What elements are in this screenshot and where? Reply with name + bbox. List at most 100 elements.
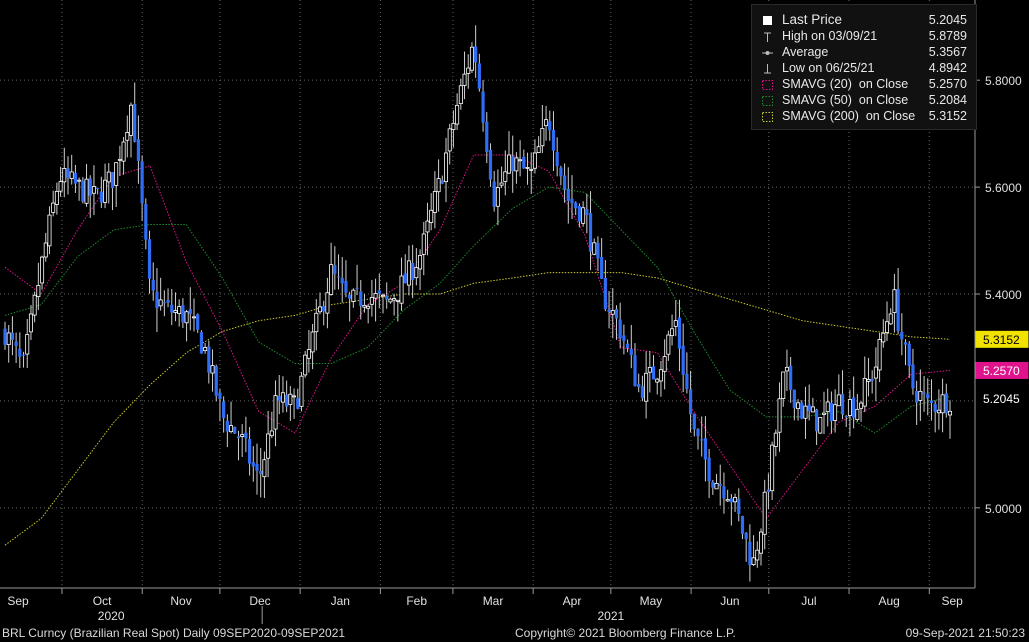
candle-body: [432, 191, 437, 213]
candle-body: [158, 299, 163, 307]
candle-body: [388, 298, 393, 303]
candle-body: [173, 310, 178, 313]
candle-body: [314, 312, 319, 333]
candle-body: [462, 73, 467, 86]
legend-value: 5.2084: [928, 93, 967, 107]
axis-marker-label: 5.2045: [983, 392, 1020, 406]
candle-body: [196, 314, 200, 330]
candle-body: [907, 343, 911, 367]
candle-body: [247, 439, 252, 464]
candle-body: [125, 131, 130, 141]
candle-body: [170, 304, 174, 313]
candle-body: [458, 85, 463, 105]
candle-body: [514, 157, 519, 172]
candle-body: [28, 313, 33, 333]
candle-body: [162, 302, 166, 304]
candle-body: [529, 169, 534, 171]
candle-body: [299, 375, 304, 407]
candle-body: [451, 122, 456, 130]
candle-body: [340, 277, 344, 284]
candle-body: [929, 400, 934, 404]
candle-body: [421, 233, 426, 255]
candle-body: [800, 402, 804, 419]
candle-body: [629, 348, 633, 356]
candle-body: [933, 403, 937, 412]
candle-body: [359, 291, 363, 307]
candle-body: [637, 384, 641, 388]
candle-body: [455, 104, 460, 125]
x-tick-label: Nov: [170, 594, 191, 608]
legend-value: 5.2045: [928, 13, 967, 27]
candle-body: [43, 242, 48, 258]
candle-body: [789, 365, 793, 390]
candle-body: [377, 290, 381, 294]
candle-body: [392, 298, 397, 301]
candle-body: [21, 354, 26, 356]
candle-body: [655, 378, 660, 383]
y-tick-label: 5.4000: [985, 288, 1022, 302]
candle-body: [51, 202, 56, 213]
candle-body: [651, 366, 656, 380]
candle-body: [737, 498, 741, 514]
candle-body: [600, 257, 604, 279]
x-tick-label: Apr: [563, 594, 582, 608]
candle-body: [915, 390, 919, 403]
x-tick-label: Dec: [249, 594, 270, 608]
candle-body: [722, 486, 726, 499]
candle-body: [81, 180, 85, 202]
candle-body: [662, 356, 667, 372]
legend-label: High on 03/09/21: [782, 29, 878, 43]
candle-body: [266, 433, 271, 459]
candle-body: [544, 119, 549, 127]
candle-body: [255, 464, 259, 471]
candle-body: [10, 332, 15, 340]
candle-body: [592, 242, 597, 255]
candle-body: [306, 349, 311, 359]
candle-body: [577, 206, 582, 222]
legend-entry-low: Low on 06/25/21 4.8942: [752, 61, 976, 77]
candle-body: [548, 121, 552, 131]
candle-body: [369, 297, 374, 305]
candle-body: [540, 128, 545, 147]
candle-body: [881, 332, 886, 343]
candle-body: [184, 311, 189, 324]
candle-body: [366, 305, 371, 309]
axis-marker-label: 5.2570: [983, 364, 1020, 378]
x-tick-label: Jun: [720, 594, 739, 608]
x-tick-label: Sep: [941, 594, 963, 608]
candle-body: [251, 462, 255, 467]
candle-body: [559, 167, 563, 177]
candle-body: [744, 532, 748, 540]
candle-body: [395, 299, 400, 302]
legend-label: Average: [782, 45, 829, 59]
candle-body: [429, 209, 434, 223]
candle-body: [829, 402, 834, 422]
candle-body: [707, 457, 711, 482]
axis-marker-box: [975, 330, 1029, 348]
candle-body: [936, 409, 941, 414]
candle-body: [555, 152, 559, 167]
candle-body: [66, 168, 70, 178]
legend-value: 5.3567: [928, 45, 967, 59]
candle-body: [32, 294, 37, 316]
candle-body: [6, 332, 11, 345]
candle-body: [474, 46, 478, 63]
candle-body: [303, 354, 308, 376]
dotted-box-icon: [762, 112, 773, 122]
candle-body: [36, 285, 41, 297]
x-tick-label: Aug: [878, 594, 899, 608]
candle-body: [88, 178, 92, 196]
candle-body: [54, 190, 59, 205]
candle-body: [181, 305, 185, 323]
axis-marker-label: 5.3152: [983, 333, 1020, 347]
dotted-box-icon: [762, 96, 773, 106]
candle-body: [922, 392, 926, 394]
candle-body: [177, 306, 182, 315]
candle-body: [96, 187, 100, 189]
y-tick-label: 5.8000: [985, 74, 1022, 88]
candle-body: [844, 416, 848, 418]
candle-body: [926, 393, 930, 399]
candle-body: [277, 396, 281, 401]
candle-body: [325, 292, 330, 314]
candle-body: [566, 188, 570, 201]
